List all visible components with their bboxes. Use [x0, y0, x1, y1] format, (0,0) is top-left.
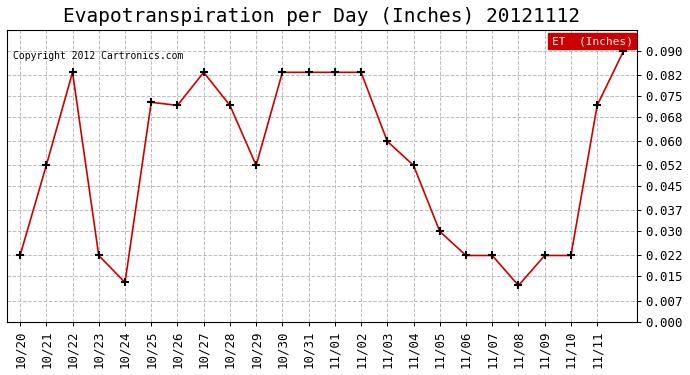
Title: Evapotranspiration per Day (Inches) 20121112: Evapotranspiration per Day (Inches) 2012… — [63, 7, 580, 26]
Text: ET  (Inches): ET (Inches) — [551, 36, 633, 46]
Text: Copyright 2012 Cartronics.com: Copyright 2012 Cartronics.com — [13, 51, 184, 61]
